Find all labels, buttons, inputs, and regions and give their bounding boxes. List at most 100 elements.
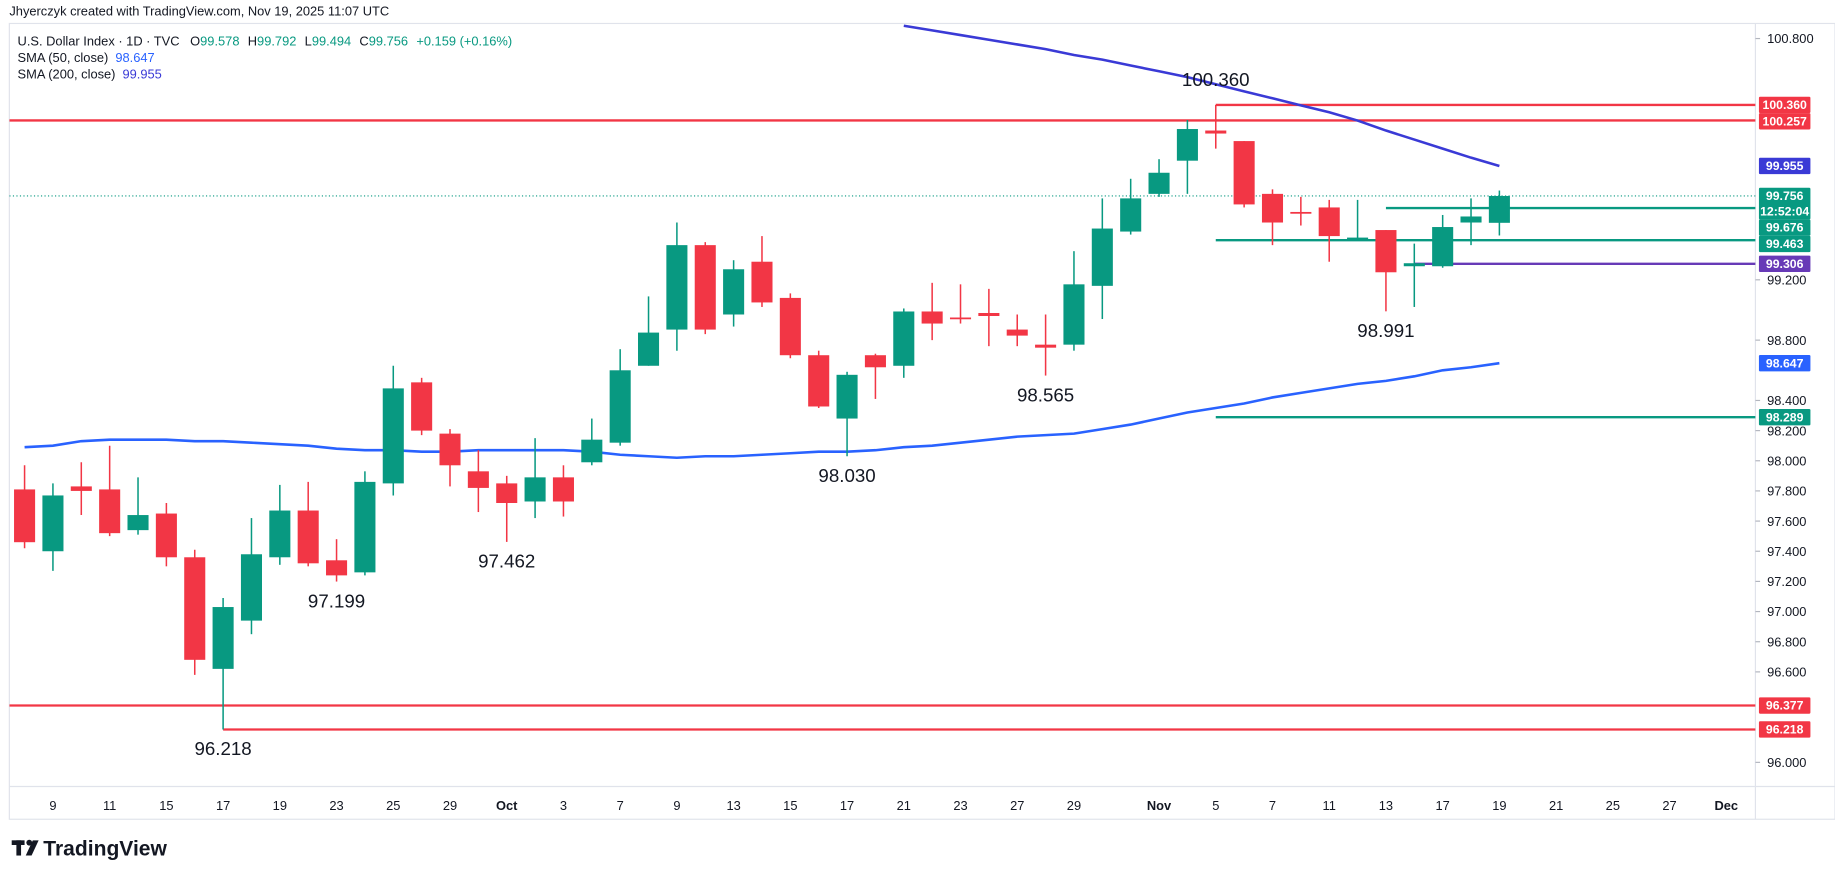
x-tick-label: 29 xyxy=(443,798,457,813)
price-label-box xyxy=(1758,255,1811,273)
x-tick-label: 11 xyxy=(1323,798,1336,813)
x-tick-label: 3 xyxy=(560,798,567,813)
candle-body xyxy=(42,495,64,552)
candle-body xyxy=(1261,193,1284,223)
y-tick-label: 97.000 xyxy=(1767,604,1806,619)
plot xyxy=(9,24,1756,731)
indicator-name: SMA (50, close) xyxy=(18,50,109,65)
x-tick-label: 27 xyxy=(1662,798,1676,813)
candle-body xyxy=(155,513,177,558)
candle-body xyxy=(638,332,660,366)
symbol: U.S. Dollar Index · 1D · TVC xyxy=(18,34,180,49)
y-tick-label: 98.200 xyxy=(1767,423,1806,438)
price-label: 99.463 xyxy=(1766,237,1804,251)
frame xyxy=(8,22,1835,820)
candle-body xyxy=(779,297,801,356)
y-tick-label: 97.800 xyxy=(1767,484,1806,499)
y-tick-label: 96.000 xyxy=(1767,755,1806,770)
price-label: 12:52:04 xyxy=(1760,204,1809,218)
price-label-box xyxy=(1758,697,1811,714)
candle-body xyxy=(1176,129,1198,161)
price-label-box xyxy=(1758,408,1811,426)
x-tick-label: 17 xyxy=(840,798,854,813)
candle-body xyxy=(552,477,574,502)
candle-body xyxy=(949,317,972,320)
y-tick-label: 98.400 xyxy=(1767,393,1806,408)
x-tick-label: 25 xyxy=(1606,798,1620,813)
price-label-box xyxy=(1758,355,1811,372)
candle-body xyxy=(893,311,915,366)
candle-body xyxy=(921,311,943,324)
y-tick-label: 97.600 xyxy=(1767,514,1806,529)
candle-body xyxy=(751,261,773,303)
price-label: 98.289 xyxy=(1766,410,1804,424)
candle-body xyxy=(411,382,433,431)
x-tick-label: 13 xyxy=(726,798,740,813)
candle-body xyxy=(439,433,461,466)
price-label-box xyxy=(1758,187,1811,220)
x-tick-label: 11 xyxy=(103,798,116,813)
price-label: 99.676 xyxy=(1766,221,1804,235)
candle-body xyxy=(240,554,263,621)
candle-body xyxy=(666,245,688,330)
indicator-name: SMA (200, close) xyxy=(18,66,116,81)
x-tick-label: 17 xyxy=(216,798,230,813)
y-tick-label: 97.400 xyxy=(1767,544,1806,559)
candle-body xyxy=(184,557,206,660)
ohlc-value: 99.578 xyxy=(200,34,239,49)
x-tick-label: 9 xyxy=(49,798,56,813)
x-tick-label: 7 xyxy=(1269,798,1276,813)
candle-body xyxy=(1205,130,1227,134)
x-tick-label: 7 xyxy=(617,798,624,813)
price-label-box xyxy=(1758,721,1811,738)
ohlc-value: 99.792 xyxy=(257,34,296,49)
price-label: 96.218 xyxy=(1766,723,1804,737)
axes: 100.800 99.200 98.800 98.400 98.200 98.000 97.… xyxy=(49,31,1813,813)
price-annotation: 98.991 xyxy=(1357,320,1414,341)
indicator-value: 98.647 xyxy=(115,50,154,65)
candle-body xyxy=(1063,284,1085,345)
ohlc-label: L xyxy=(305,34,312,49)
x-tick-label: 19 xyxy=(1492,798,1506,813)
candle-body xyxy=(836,374,858,419)
x-tick-label: Dec xyxy=(1714,798,1738,813)
price-label: 100.257 xyxy=(1763,114,1808,128)
candle-body xyxy=(496,483,518,503)
candle-body xyxy=(326,560,348,576)
price-label: 98.647 xyxy=(1766,356,1804,370)
candle-body xyxy=(524,477,546,502)
x-tick-label: 21 xyxy=(1549,798,1563,813)
candle-body xyxy=(1120,198,1142,232)
price-label-box xyxy=(1758,235,1811,253)
candle-body xyxy=(1488,195,1510,223)
candle-body xyxy=(382,388,404,484)
price-label: 96.377 xyxy=(1766,699,1804,713)
footer-logo: TradingView xyxy=(11,838,168,861)
candle-body xyxy=(14,489,36,543)
x-tick-label: 17 xyxy=(1436,798,1450,813)
ohlc-label: C xyxy=(359,34,368,49)
x-tick-label: 29 xyxy=(1067,798,1081,813)
price-label-box xyxy=(1758,219,1811,236)
price-label-box xyxy=(1758,157,1811,175)
price-label-box xyxy=(1758,96,1811,114)
candle-body xyxy=(212,607,234,669)
candle-body xyxy=(297,510,319,564)
logo-mark xyxy=(25,840,39,856)
symbol-legend: U.S. Dollar Index · 1D · TVC O99.578 H99… xyxy=(18,34,513,49)
candle-body xyxy=(1006,329,1028,336)
logo-mark xyxy=(16,840,22,856)
price-label: 99.955 xyxy=(1766,159,1804,173)
change: +0.159 (+0.16%) xyxy=(416,34,512,49)
candle-body xyxy=(1347,237,1369,240)
candle-body xyxy=(1148,172,1170,194)
candle-body xyxy=(1403,263,1425,267)
x-tick-label: Oct xyxy=(496,798,518,813)
ohlc-label: O xyxy=(190,34,200,49)
candle-body xyxy=(694,245,716,330)
y-tick-label: 96.600 xyxy=(1767,665,1806,680)
sma-line xyxy=(24,361,1500,460)
